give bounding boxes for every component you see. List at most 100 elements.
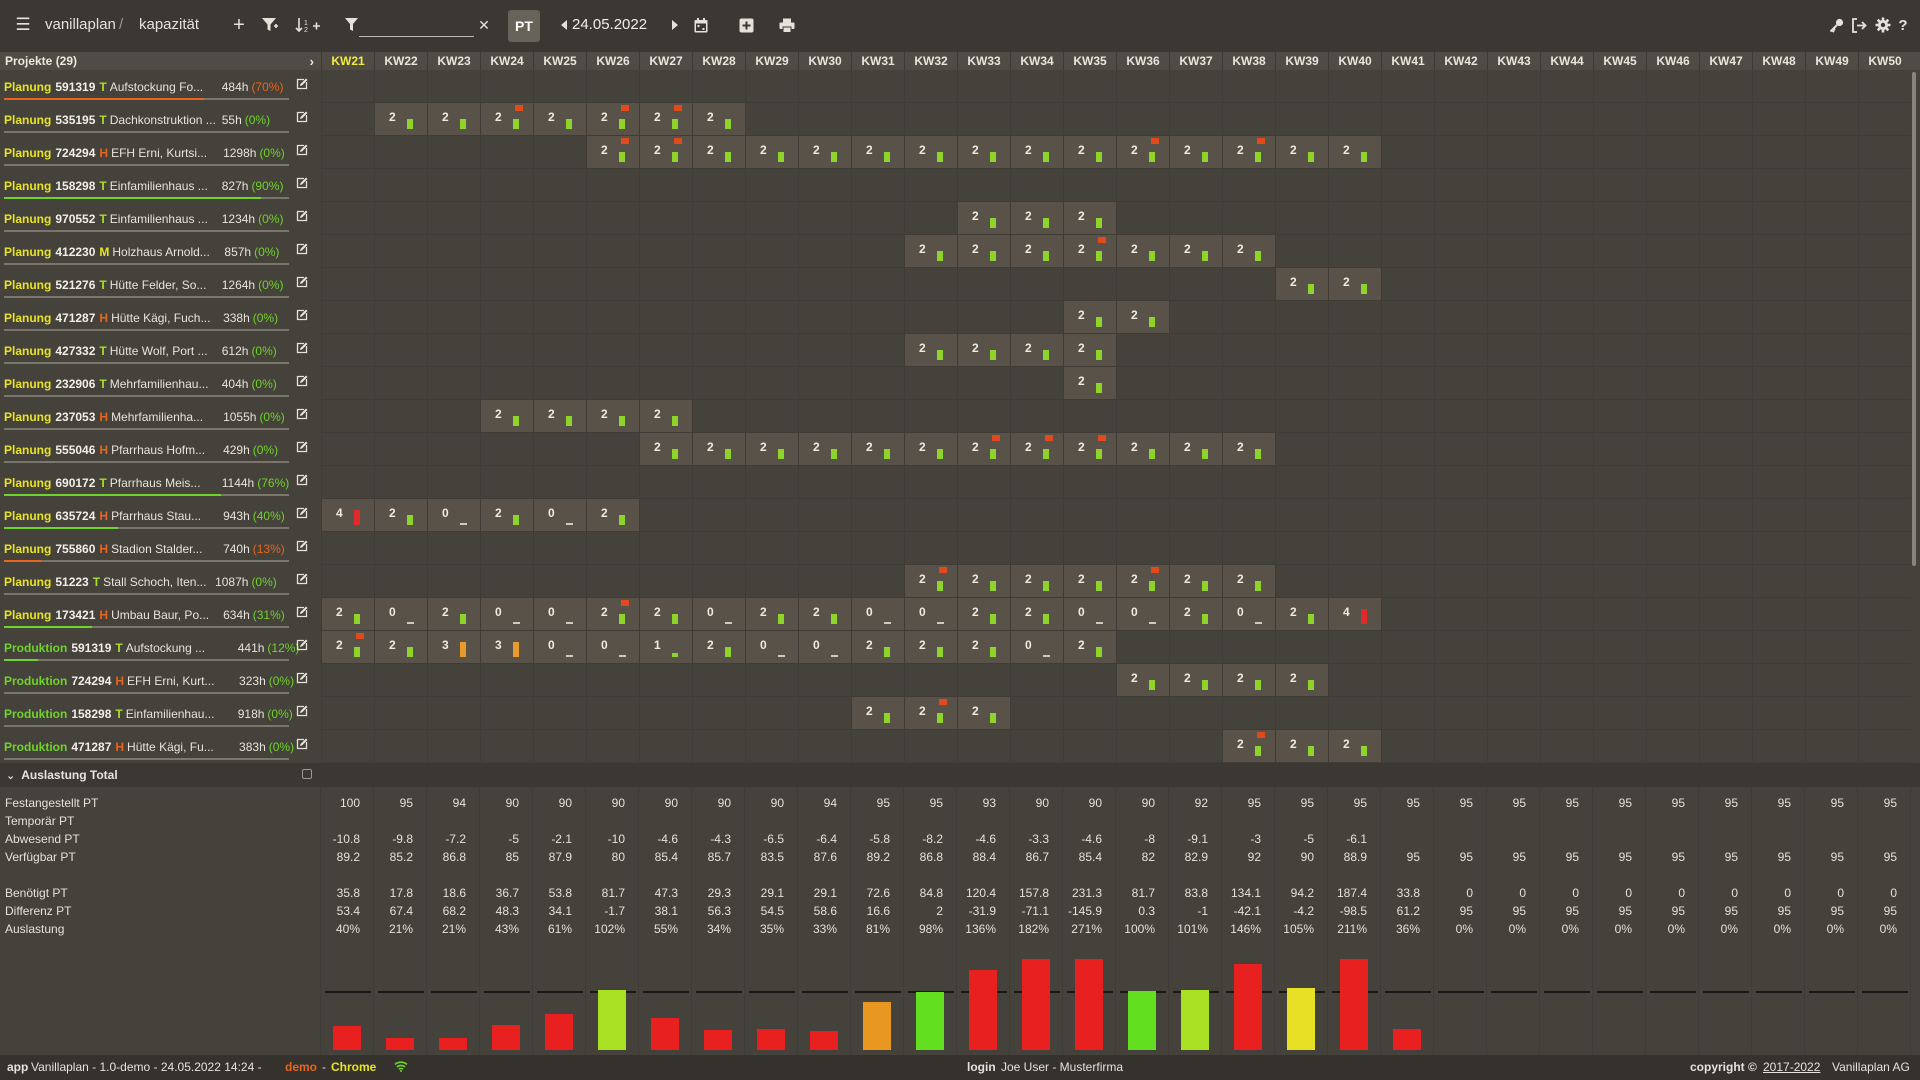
- capacity-cell[interactable]: [639, 235, 692, 268]
- capacity-cell[interactable]: [1487, 169, 1540, 202]
- capacity-cell[interactable]: 2: [1063, 565, 1116, 598]
- capacity-cell[interactable]: [1381, 334, 1434, 367]
- capacity-cell[interactable]: 2: [851, 136, 904, 169]
- capacity-cell[interactable]: [480, 367, 533, 400]
- capacity-cell[interactable]: [427, 202, 480, 235]
- edit-icon[interactable]: [296, 341, 310, 355]
- capacity-cell[interactable]: [1063, 169, 1116, 202]
- capacity-cell[interactable]: [957, 532, 1010, 565]
- project-label[interactable]: Planung 51223 T Stall Schoch, Iten... 1087h(…: [0, 565, 320, 598]
- capacity-cell[interactable]: [1434, 268, 1487, 301]
- capacity-cell[interactable]: 2: [1275, 136, 1328, 169]
- capacity-cell[interactable]: [1646, 631, 1699, 664]
- capacity-cell[interactable]: [639, 202, 692, 235]
- week-header[interactable]: KW25: [533, 52, 586, 70]
- capacity-cell[interactable]: [1328, 697, 1381, 730]
- capacity-cell[interactable]: 2: [904, 334, 957, 367]
- capacity-cell[interactable]: [1487, 664, 1540, 697]
- capacity-cell[interactable]: 2: [1063, 301, 1116, 334]
- capacity-cell[interactable]: 2: [480, 103, 533, 136]
- capacity-cell[interactable]: [1540, 433, 1593, 466]
- capacity-cell[interactable]: [1858, 103, 1911, 136]
- capacity-cell[interactable]: [1752, 334, 1805, 367]
- capacity-cell[interactable]: 2: [321, 631, 374, 664]
- capacity-cell[interactable]: [1646, 103, 1699, 136]
- capacity-cell[interactable]: [427, 697, 480, 730]
- utilization-bar[interactable]: [1128, 991, 1156, 1050]
- capacity-cell[interactable]: [745, 301, 798, 334]
- capacity-cell[interactable]: 2: [480, 400, 533, 433]
- capacity-cell[interactable]: [957, 466, 1010, 499]
- capacity-cell[interactable]: [1328, 202, 1381, 235]
- capacity-cell[interactable]: [1222, 466, 1275, 499]
- capacity-cell[interactable]: [1646, 664, 1699, 697]
- capacity-cell[interactable]: [904, 70, 957, 103]
- capacity-cell[interactable]: [1487, 334, 1540, 367]
- week-header[interactable]: KW39: [1275, 52, 1328, 70]
- capacity-cell[interactable]: 2: [427, 598, 480, 631]
- capacity-cell[interactable]: [321, 136, 374, 169]
- capacity-cell[interactable]: [1699, 400, 1752, 433]
- capacity-cell[interactable]: [374, 334, 427, 367]
- capacity-cell[interactable]: [1805, 730, 1858, 763]
- utilization-bar[interactable]: [1022, 959, 1050, 1050]
- capacity-cell[interactable]: [321, 235, 374, 268]
- project-label[interactable]: Planung 521276 T Hütte Felder, So... 1264h (0…: [0, 268, 320, 301]
- capacity-cell[interactable]: [692, 730, 745, 763]
- capacity-cell[interactable]: [692, 169, 745, 202]
- edit-icon[interactable]: [296, 506, 310, 520]
- capacity-cell[interactable]: [1540, 499, 1593, 532]
- capacity-cell[interactable]: [1010, 268, 1063, 301]
- capacity-cell[interactable]: [904, 268, 957, 301]
- capacity-cell[interactable]: [427, 334, 480, 367]
- capacity-cell[interactable]: [1381, 202, 1434, 235]
- project-label[interactable]: Planung 158298 T Einfamilienhaus ... 827h (90…: [0, 169, 320, 202]
- capacity-cell[interactable]: [1381, 367, 1434, 400]
- edit-icon[interactable]: [296, 407, 310, 421]
- capacity-cell[interactable]: [586, 301, 639, 334]
- capacity-cell[interactable]: [1116, 466, 1169, 499]
- capacity-cell[interactable]: 2: [745, 136, 798, 169]
- week-header[interactable]: KW44: [1540, 52, 1593, 70]
- capacity-cell[interactable]: [1434, 136, 1487, 169]
- capacity-cell[interactable]: [1487, 532, 1540, 565]
- capacity-cell[interactable]: [1487, 697, 1540, 730]
- capacity-cell[interactable]: [1805, 466, 1858, 499]
- capacity-cell[interactable]: [1752, 499, 1805, 532]
- add-box-icon[interactable]: [737, 15, 755, 35]
- capacity-cell[interactable]: [851, 268, 904, 301]
- utilization-bar[interactable]: [1234, 963, 1262, 1050]
- capacity-cell[interactable]: [1752, 598, 1805, 631]
- capacity-cell[interactable]: [427, 400, 480, 433]
- capacity-cell[interactable]: 2: [1222, 664, 1275, 697]
- capacity-cell[interactable]: [480, 169, 533, 202]
- capacity-cell[interactable]: [1752, 136, 1805, 169]
- capacity-cell[interactable]: [1275, 202, 1328, 235]
- utilization-bar[interactable]: [439, 1037, 467, 1050]
- capacity-cell[interactable]: [1328, 169, 1381, 202]
- capacity-cell[interactable]: [1328, 70, 1381, 103]
- capacity-cell[interactable]: [1169, 268, 1222, 301]
- capacity-cell[interactable]: [1434, 169, 1487, 202]
- project-label[interactable]: Planung 555046 H Pfarrhaus Hofm... 429h (0%): [0, 433, 320, 466]
- breadcrumb-view[interactable]: kapazität: [139, 16, 200, 33]
- capacity-cell[interactable]: [1063, 70, 1116, 103]
- capacity-cell[interactable]: [1328, 235, 1381, 268]
- capacity-cell[interactable]: [427, 70, 480, 103]
- capacity-cell[interactable]: [374, 169, 427, 202]
- capacity-cell[interactable]: 0: [851, 598, 904, 631]
- capacity-cell[interactable]: [321, 367, 374, 400]
- utilization-bar[interactable]: [651, 1017, 679, 1050]
- capacity-cell[interactable]: [745, 268, 798, 301]
- edit-icon[interactable]: [296, 473, 310, 487]
- capacity-cell[interactable]: [586, 433, 639, 466]
- capacity-cell[interactable]: [1752, 235, 1805, 268]
- capacity-cell[interactable]: [533, 532, 586, 565]
- capacity-cell[interactable]: [321, 400, 374, 433]
- capacity-cell[interactable]: [321, 565, 374, 598]
- capacity-cell[interactable]: 2: [1169, 598, 1222, 631]
- capacity-cell[interactable]: [1169, 301, 1222, 334]
- capacity-cell[interactable]: [1593, 565, 1646, 598]
- utilization-bar[interactable]: [1075, 959, 1103, 1050]
- capacity-cell[interactable]: [851, 103, 904, 136]
